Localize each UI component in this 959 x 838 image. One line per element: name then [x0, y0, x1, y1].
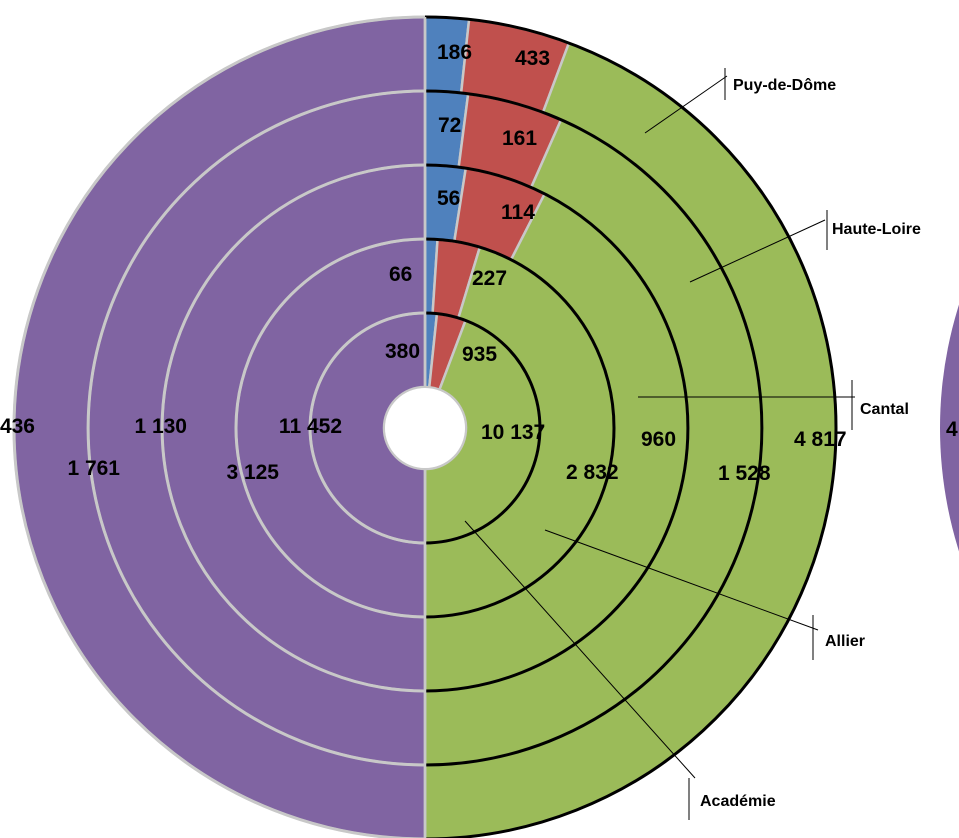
leader-line-ring-2	[544, 529, 819, 631]
data-labels: 380 935 10 137 11 452 66 227 2 832 3 125 56 114 96…	[0, 41, 847, 485]
data-label-purple-ring-5: 5 436	[0, 415, 35, 438]
next-chart-arc	[940, 304, 959, 552]
data-label-purple-ring-4: 1 761	[67, 457, 120, 480]
data-label-purple-ring-3: 1 130	[134, 415, 187, 438]
data-label-green-ring-2: 2 832	[566, 461, 619, 484]
data-label-green-ring-3: 960	[641, 428, 676, 451]
ring-label-4: Haute-Loire	[832, 221, 921, 238]
data-label-blue-ring-2: 66	[389, 263, 412, 286]
leader-line-ring-5	[644, 75, 728, 134]
ring-border-right	[424, 311, 542, 545]
ring-label-2: Allier	[825, 633, 865, 650]
data-label-green-ring-1: 10 137	[481, 421, 545, 444]
chart-slices	[12, 15, 838, 838]
data-label-purple-ring-2: 3 125	[226, 461, 279, 484]
data-label-blue-ring-4: 72	[438, 114, 461, 137]
ring-border-right	[424, 89, 764, 767]
ring-border-left	[234, 237, 426, 619]
leader-line-ring-4	[689, 219, 826, 283]
data-label-red-ring-3: 114	[501, 201, 535, 224]
leader-line-ring-1	[464, 520, 696, 779]
data-label-green-ring-4: 1 528	[718, 462, 771, 485]
ring-borders	[12, 15, 838, 838]
ring-labels: Académie Allier Cantal Haute-Loire Puy-de-Dô…	[700, 77, 921, 810]
ring-label-1: Académie	[700, 793, 776, 810]
data-label-red-ring-5: 433	[515, 47, 550, 70]
ring-label-3: Cantal	[860, 401, 909, 418]
data-label-green-ring-5: 4 817	[794, 428, 847, 451]
ring-border-left	[308, 311, 426, 545]
data-label-blue-ring-1: 380	[385, 340, 420, 363]
ring-border-left	[86, 89, 426, 767]
data-label-blue-ring-5: 186	[437, 41, 472, 64]
data-label-blue-ring-3: 56	[437, 187, 460, 210]
next-chart-partial: 4	[940, 304, 959, 552]
ring-leader-lines	[464, 68, 855, 820]
ring-border-right	[424, 15, 838, 838]
data-label-red-ring-4: 161	[502, 127, 537, 150]
ring-border-right	[424, 237, 616, 619]
ring-label-5: Puy-de-Dôme	[733, 77, 836, 94]
data-label-purple-ring-1: 11 452	[279, 415, 342, 438]
data-label-red-ring-1: 935	[462, 343, 497, 366]
ring-border-left	[12, 15, 426, 838]
ring-border-right	[424, 163, 690, 693]
center-hole	[385, 388, 465, 468]
data-label-red-ring-2: 227	[472, 267, 507, 290]
ring-border-left	[160, 163, 426, 693]
next-chart-label: 4	[946, 418, 958, 441]
